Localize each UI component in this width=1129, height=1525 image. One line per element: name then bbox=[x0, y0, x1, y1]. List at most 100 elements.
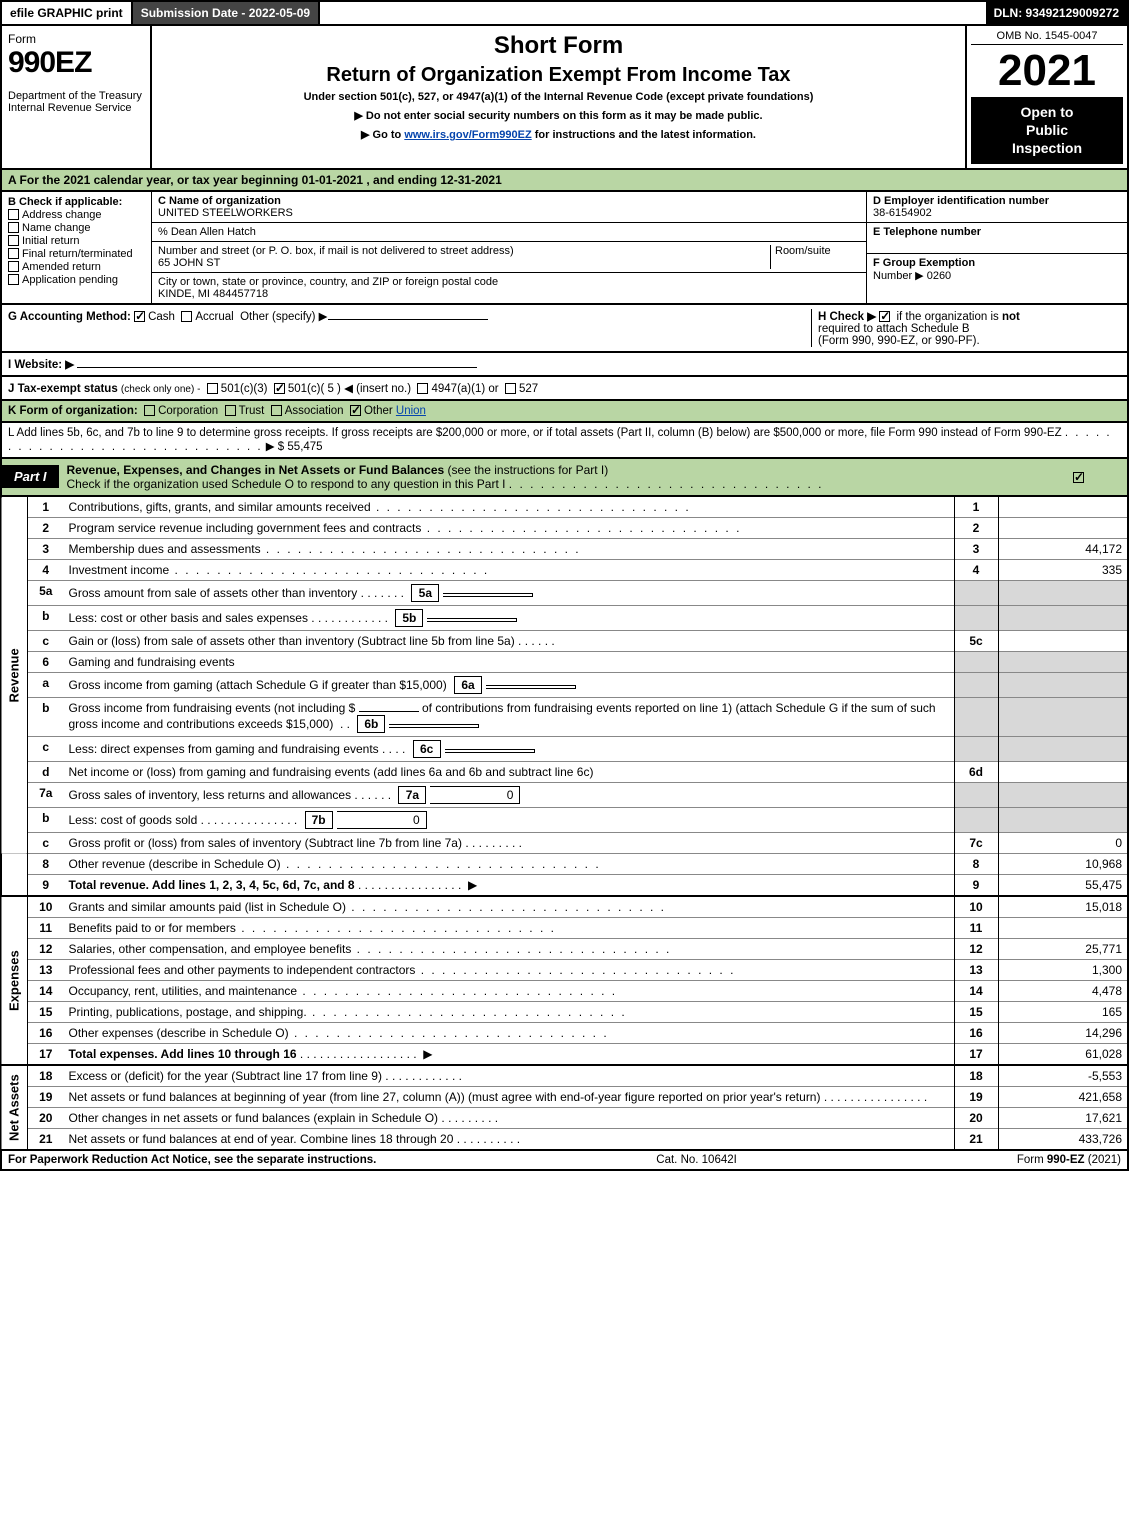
ln-val: 15,018 bbox=[998, 896, 1128, 918]
chk-501c[interactable] bbox=[274, 383, 285, 394]
ln-num: 3 bbox=[28, 538, 64, 559]
ln-val-shade bbox=[998, 697, 1128, 736]
chk-association[interactable] bbox=[271, 405, 282, 416]
ln-idx: 14 bbox=[954, 980, 998, 1001]
sub-val bbox=[389, 724, 479, 728]
chk-application-pending[interactable]: Application pending bbox=[8, 274, 145, 286]
ln-num: c bbox=[28, 832, 64, 853]
part-1-table: Revenue 1 Contributions, gifts, grants, … bbox=[0, 497, 1129, 1151]
ln-num: c bbox=[28, 736, 64, 761]
line-5a: 5a Gross amount from sale of assets othe… bbox=[1, 580, 1128, 605]
ln-num: 2 bbox=[28, 517, 64, 538]
chk-amended-return[interactable]: Amended return bbox=[8, 261, 145, 273]
line-7b: b Less: cost of goods sold . . . . . . .… bbox=[1, 807, 1128, 832]
form-ref-bold: 990-EZ bbox=[1047, 1154, 1085, 1166]
ln-desc: Occupancy, rent, utilities, and maintena… bbox=[69, 984, 298, 998]
line-6c: c Less: direct expenses from gaming and … bbox=[1, 736, 1128, 761]
open-to-public-inspection: Open to Public Inspection bbox=[971, 97, 1123, 164]
sub-val bbox=[427, 618, 517, 622]
ln-num: a bbox=[28, 672, 64, 697]
irs-link[interactable]: www.irs.gov/Form990EZ bbox=[404, 129, 531, 141]
ln-num: 4 bbox=[28, 559, 64, 580]
row-g-h: G Accounting Method: Cash Accrual Other … bbox=[0, 305, 1129, 353]
chk-trust[interactable] bbox=[225, 405, 236, 416]
ln-val: 4,478 bbox=[998, 980, 1128, 1001]
form-number: 990EZ bbox=[8, 46, 144, 80]
part-1-title-paren: (see the instructions for Part I) bbox=[448, 463, 609, 477]
part-1-check[interactable] bbox=[1073, 470, 1127, 484]
website-field[interactable] bbox=[77, 367, 477, 368]
ln-num: 17 bbox=[28, 1043, 64, 1065]
line-18: Net Assets 18 Excess or (deficit) for th… bbox=[1, 1065, 1128, 1087]
org-info-grid: B Check if applicable: Address change Na… bbox=[0, 192, 1129, 305]
section-b-header: B Check if applicable: bbox=[8, 196, 145, 208]
care-of: % Dean Allen Hatch bbox=[158, 226, 256, 238]
section-k: K Form of organization: Corporation Trus… bbox=[0, 401, 1129, 423]
chk-label: Address change bbox=[22, 209, 102, 221]
chk-501c3[interactable] bbox=[207, 383, 218, 394]
form-word: Form bbox=[8, 32, 144, 46]
ln-desc: Contributions, gifts, grants, and simila… bbox=[69, 500, 371, 514]
chk-final-return[interactable]: Final return/terminated bbox=[8, 248, 145, 260]
dept-treasury: Department of the Treasury bbox=[8, 90, 144, 102]
l-amount-prefix: ▶ $ bbox=[266, 441, 284, 453]
page-footer: For Paperwork Reduction Act Notice, see … bbox=[0, 1151, 1129, 1171]
line-8: 8 Other revenue (describe in Schedule O)… bbox=[1, 853, 1128, 874]
line-3: 3 Membership dues and assessments 3 44,1… bbox=[1, 538, 1128, 559]
ln-val: 433,726 bbox=[998, 1128, 1128, 1150]
ln-val: 17,621 bbox=[998, 1107, 1128, 1128]
section-def: D Employer identification number 38-6154… bbox=[867, 192, 1127, 303]
chk-name-change[interactable]: Name change bbox=[8, 222, 145, 234]
street-block: Number and street (or P. O. box, if mail… bbox=[152, 242, 866, 273]
ln-idx: 3 bbox=[954, 538, 998, 559]
chk-address-change[interactable]: Address change bbox=[8, 209, 145, 221]
section-i: I Website: ▶ bbox=[0, 353, 1129, 377]
form-header: Form 990EZ Department of the Treasury In… bbox=[0, 26, 1129, 170]
ln-idx: 13 bbox=[954, 959, 998, 980]
ln-desc: Net assets or fund balances at beginning… bbox=[69, 1090, 821, 1104]
ln-num: 20 bbox=[28, 1107, 64, 1128]
line-5b: b Less: cost or other basis and sales ex… bbox=[1, 605, 1128, 630]
chk-other-org[interactable] bbox=[350, 405, 361, 416]
line-9: 9 Total revenue. Add lines 1, 2, 3, 4, 5… bbox=[1, 874, 1128, 896]
header-left: Form 990EZ Department of the Treasury In… bbox=[2, 26, 152, 168]
chk-527[interactable] bbox=[505, 383, 516, 394]
goto-post: for instructions and the latest informat… bbox=[535, 129, 756, 141]
ln-val-shade bbox=[998, 651, 1128, 672]
fundraising-amount-field[interactable] bbox=[359, 711, 419, 712]
efile-print-label[interactable]: efile GRAPHIC print bbox=[2, 2, 133, 24]
chk-corporation[interactable] bbox=[144, 405, 155, 416]
ln-num: 14 bbox=[28, 980, 64, 1001]
line-6b: b Gross income from fundraising events (… bbox=[1, 697, 1128, 736]
ln-idx: 2 bbox=[954, 517, 998, 538]
ln-val-shade bbox=[998, 807, 1128, 832]
chk-accrual[interactable] bbox=[181, 311, 192, 322]
other-org-value[interactable]: Union bbox=[396, 405, 426, 417]
ln-val: 44,172 bbox=[998, 538, 1128, 559]
sub-idx: 6a bbox=[454, 676, 482, 694]
sub-idx: 7b bbox=[305, 811, 333, 829]
short-form-title: Short Form bbox=[160, 32, 957, 60]
ln-idx: 4 bbox=[954, 559, 998, 580]
ln-num: 15 bbox=[28, 1001, 64, 1022]
chk-h[interactable] bbox=[879, 311, 890, 322]
chk-initial-return[interactable]: Initial return bbox=[8, 235, 145, 247]
ln-idx-shade bbox=[954, 672, 998, 697]
city-label: City or town, state or province, country… bbox=[158, 276, 498, 288]
sub-idx: 5a bbox=[411, 584, 439, 602]
line-13: 13 Professional fees and other payments … bbox=[1, 959, 1128, 980]
header-right: OMB No. 1545-0047 2021 Open to Public In… bbox=[967, 26, 1127, 168]
ln-num: 6 bbox=[28, 651, 64, 672]
ln-idx: 1 bbox=[954, 497, 998, 518]
chk-4947[interactable] bbox=[417, 383, 428, 394]
ln-idx-shade bbox=[954, 697, 998, 736]
chk-cash[interactable] bbox=[134, 311, 145, 322]
h-text1: if the organization is bbox=[896, 311, 1001, 323]
ln-desc: Total expenses. Add lines 10 through 16 bbox=[69, 1047, 297, 1061]
ln-desc: Investment income bbox=[69, 563, 170, 577]
city-value: KINDE, MI 484457718 bbox=[158, 288, 268, 300]
ln-idx: 12 bbox=[954, 938, 998, 959]
ln-val-shade bbox=[998, 605, 1128, 630]
other-specify-field[interactable] bbox=[328, 319, 488, 320]
section-l: L Add lines 5b, 6c, and 7b to line 9 to … bbox=[0, 423, 1129, 459]
